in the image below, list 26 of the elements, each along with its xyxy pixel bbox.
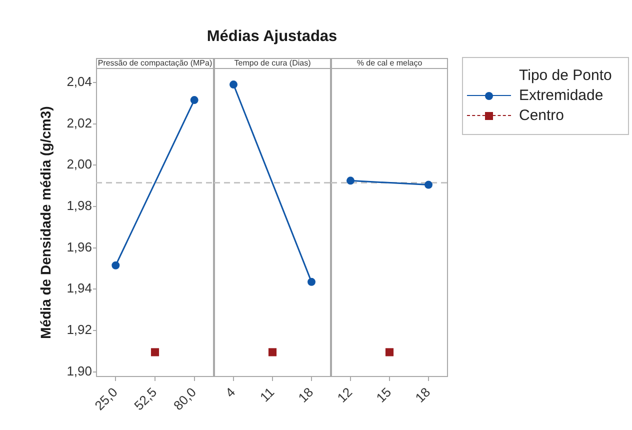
x-tick-label: 12 bbox=[334, 384, 356, 406]
y-tick-label: 2,02 bbox=[66, 115, 92, 130]
y-tick-label: 2,04 bbox=[66, 74, 92, 90]
x-tick-label: 80,0 bbox=[170, 384, 199, 414]
legend-label: Centro bbox=[519, 106, 564, 126]
x-tick-label: 15 bbox=[373, 384, 394, 406]
legend-title: Tipo de Ponto bbox=[518, 66, 613, 86]
y-tick-label: 1,96 bbox=[66, 239, 92, 254]
point bbox=[190, 96, 198, 104]
x-tick-label: 11 bbox=[257, 384, 278, 405]
y-axis-title: Média de Densidade média (g/cm3) bbox=[37, 106, 54, 339]
y-tick-label: 1,94 bbox=[66, 280, 92, 296]
x-tick-label: 18 bbox=[412, 384, 434, 406]
y-tick-label: 1,98 bbox=[66, 198, 92, 214]
chart-subtitle: % de cal e melaço bbox=[356, 58, 423, 68]
point bbox=[112, 261, 120, 270]
x-tick-label: 4 bbox=[222, 384, 238, 400]
y-tick-label: 1,92 bbox=[66, 322, 92, 338]
chart-subtitle: Tempo de cura (Dias) bbox=[234, 58, 312, 68]
point bbox=[150, 348, 160, 356]
legend-label: Extremidade bbox=[519, 86, 604, 106]
x-tick-label: 18 bbox=[295, 384, 316, 406]
chart-subtitle: Pressão de compactação (MPa) bbox=[98, 58, 212, 68]
y-tick-label: 1,90 bbox=[66, 363, 92, 378]
chart-title: Médias Ajustadas bbox=[206, 28, 338, 46]
y-tick-label: 2,00 bbox=[66, 156, 92, 172]
